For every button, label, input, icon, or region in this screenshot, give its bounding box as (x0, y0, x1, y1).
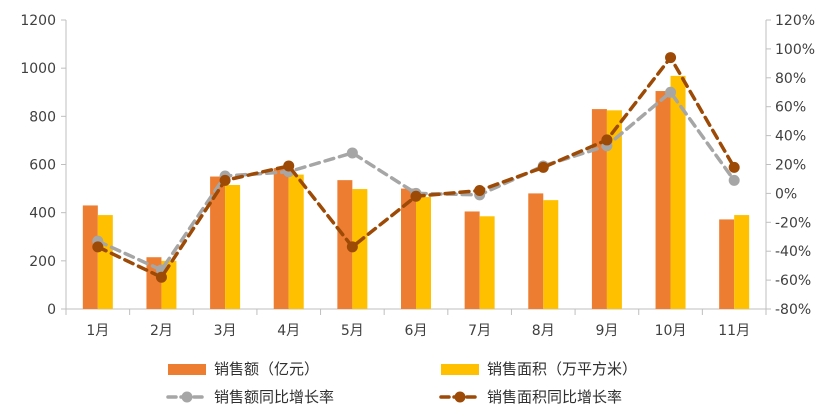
bar-sales-amount (591, 109, 607, 309)
point-sales-area-growth (410, 190, 422, 202)
point-sales-area-growth (474, 185, 486, 197)
y-left-tick-label: 400 (29, 206, 56, 222)
point-sales-amount-growth (728, 174, 740, 186)
point-sales-area-growth (665, 52, 677, 64)
y-left-tick-label: 600 (29, 158, 56, 174)
point-sales-area-growth (155, 271, 167, 283)
y-right-tick-label: -60% (775, 273, 811, 289)
bar-sales-area (670, 75, 686, 309)
point-sales-area-growth (219, 174, 231, 186)
legend-swatch-sales-area (441, 364, 479, 375)
bar-sales-area (606, 110, 622, 309)
y-right-tick-label: 40% (775, 129, 806, 145)
y-left-tick-label: 800 (29, 109, 56, 125)
x-tick-label: 6月 (405, 323, 428, 339)
y-right-tick-label: 120% (775, 13, 815, 29)
legend-swatch-sales-amount (168, 364, 206, 375)
bar-sales-area (352, 189, 368, 309)
point-sales-area-growth (601, 134, 613, 146)
bar-sales-amount (655, 91, 671, 309)
legend-marker-sales-amount-growth (181, 391, 193, 403)
y-left-tick-label: 1200 (20, 13, 56, 29)
legend-label-sales-area: 销售面积（万平方米） (487, 360, 637, 378)
bar-sales-amount (401, 188, 416, 309)
bar-sales-area (225, 184, 241, 309)
x-tick-label: 1月 (86, 323, 109, 339)
x-tick-label: 3月 (214, 323, 237, 339)
bar-sales-area (416, 197, 431, 309)
x-tick-label: 4月 (277, 323, 300, 339)
point-sales-area-growth (92, 241, 104, 253)
bars (82, 75, 750, 309)
y-left-tick-label: 200 (29, 254, 56, 270)
point-sales-area-growth (537, 161, 549, 173)
y-right-tick-label: 20% (775, 158, 806, 174)
x-tick-label: 7月 (468, 323, 491, 339)
bar-sales-amount (82, 205, 98, 309)
x-tick-label: 11月 (718, 323, 750, 339)
point-sales-amount-growth (665, 86, 677, 98)
x-tick-label: 9月 (595, 323, 618, 339)
bar-sales-amount (337, 180, 353, 309)
tick-labels: 0 200 400 600 800 1000 1200 -80% -60% -40% -20% 0% 2… (20, 13, 815, 339)
bar-sales-amount (528, 193, 544, 309)
bar-sales-amount (719, 219, 735, 309)
bar-sales-amount (464, 211, 480, 309)
y-right-tick-label: 100% (775, 42, 815, 58)
bar-sales-area (479, 216, 495, 309)
x-tick-label: 2月 (150, 323, 173, 339)
x-tick-label: 8月 (532, 323, 555, 339)
lines (92, 52, 740, 283)
y-right-tick-label: 80% (775, 71, 806, 87)
y-right-tick-label: -80% (775, 302, 811, 318)
y-left-tick-label: 0 (47, 302, 56, 318)
bar-sales-amount (273, 168, 289, 309)
point-sales-area-growth (283, 160, 295, 172)
y-right-tick-label: -40% (775, 244, 811, 260)
legend: 销售额（亿元） 销售面积（万平方米） 销售额同比增长率 销售面积同比增长率 (166, 360, 637, 406)
point-sales-amount-growth (346, 147, 358, 159)
x-tick-label: 5月 (341, 323, 364, 339)
point-sales-area-growth (346, 241, 358, 253)
bar-sales-area (543, 200, 559, 309)
y-right-tick-label: 0% (775, 186, 797, 202)
x-tick-label: 10月 (655, 323, 687, 339)
bar-sales-area (288, 174, 304, 309)
bar-sales-area (97, 215, 113, 309)
legend-label-sales-amount: 销售额（亿元） (214, 360, 319, 378)
y-left-tick-label: 1000 (20, 61, 56, 77)
legend-label-sales-amount-growth: 销售额同比增长率 (214, 388, 334, 406)
bar-sales-area (734, 215, 750, 309)
point-sales-area-growth (728, 161, 740, 173)
legend-marker-sales-area-growth (454, 391, 466, 403)
bar-sales-amount (210, 176, 226, 309)
y-right-tick-label: 60% (775, 100, 806, 116)
legend-label-sales-area-growth: 销售面积同比增长率 (487, 388, 622, 406)
y-right-tick-label: -20% (775, 215, 811, 231)
